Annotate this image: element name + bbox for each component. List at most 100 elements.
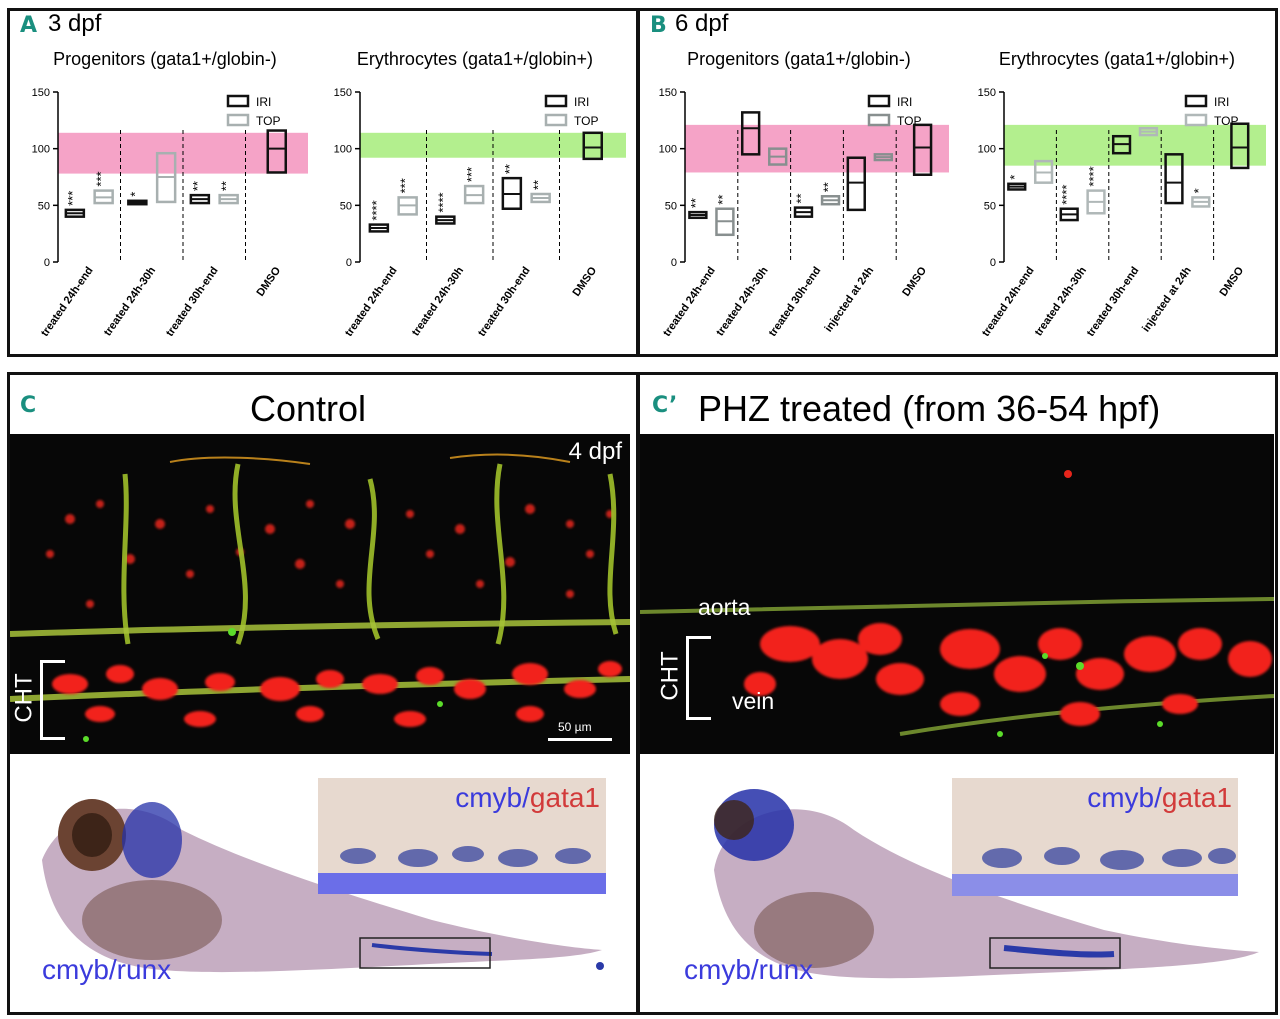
x-tick-label: treated 30h-end xyxy=(1085,265,1142,339)
x-tick-label: DMSO xyxy=(900,264,929,298)
legend-label: IRI xyxy=(1214,95,1229,109)
legend-label: TOP xyxy=(897,114,921,128)
y-tick-label: 50 xyxy=(665,200,677,212)
chart-title: Progenitors (gata1+/globin-) xyxy=(53,49,277,69)
timepoint-label: 4 dpf xyxy=(568,438,622,465)
box-mark xyxy=(846,156,866,212)
box-mark xyxy=(912,123,933,176)
panel-title-C2: PHZ treated (from 36-54 hpf) xyxy=(698,388,1161,429)
aorta-label: aorta xyxy=(698,594,751,620)
legend-swatch xyxy=(867,113,891,127)
significance-label: ** xyxy=(502,164,517,174)
legend-label: IRI xyxy=(256,95,271,109)
significance-label: *** xyxy=(398,178,413,193)
legend-swatch xyxy=(226,94,250,108)
legend-swatch xyxy=(1184,94,1208,108)
x-tick-label: treated 30h-end xyxy=(476,265,533,339)
y-tick-label: 150 xyxy=(32,87,50,99)
inset-drawing-D xyxy=(318,846,606,894)
inset-label-D2-cmyb: cmyb/ xyxy=(1087,782,1162,813)
legend-swatch xyxy=(867,94,891,108)
embryo-label-D: cmyb/runx xyxy=(42,954,172,985)
box-mark xyxy=(1086,189,1106,215)
y-tick-label: 0 xyxy=(671,257,677,269)
x-tick-label: injected at 24h xyxy=(823,265,877,335)
y-tick-label: 150 xyxy=(978,87,996,99)
box-mark xyxy=(740,111,761,156)
significance-label: ** xyxy=(715,195,730,205)
micrograph-control-image xyxy=(10,453,630,742)
inset-label-D-gata1: gata1 xyxy=(529,782,600,813)
chart-A-erythrocytes: Erythrocytes (gata1+/globin+) 0 50 100 150 **… xyxy=(334,49,626,339)
x-tick-label: DMSO xyxy=(254,264,283,298)
chart-B-progenitors: Progenitors (gata1+/globin-) 0 50 100 150 ** *… xyxy=(659,49,949,339)
x-tick-label: treated 30h-end xyxy=(767,265,824,339)
micrograph-phz-image xyxy=(640,470,1274,737)
x-tick-label: DMSO xyxy=(570,264,599,298)
legend-swatch xyxy=(544,94,568,108)
cht-label: CHT xyxy=(10,673,38,723)
significance-label: *** xyxy=(94,171,109,186)
box-mark xyxy=(582,131,603,161)
significance-label: **** xyxy=(1059,184,1074,204)
box-mark xyxy=(1033,159,1054,184)
legend-label: TOP xyxy=(1214,114,1238,128)
panel-B-frame xyxy=(637,8,1278,357)
x-tick-label: treated 24h-30h xyxy=(102,265,159,339)
significance-label: *** xyxy=(464,167,479,182)
legend-swatch xyxy=(544,113,568,127)
panel-C2-frame xyxy=(637,372,1278,1015)
x-tick-label: treated 30h-end xyxy=(164,265,221,339)
x-tick-label: treated 24h-end xyxy=(39,265,96,339)
chart-title: Erythrocytes (gata1+/globin+) xyxy=(357,49,593,69)
embryo-label-D2: cmyb/runx xyxy=(684,954,814,985)
cht-bracket xyxy=(686,636,711,720)
panel-letter-A: A xyxy=(20,13,38,38)
scale-bar-label: 50 µm xyxy=(558,720,592,734)
y-tick-label: 0 xyxy=(990,257,996,269)
y-tick-label: 0 xyxy=(44,257,50,269)
significance-label: * xyxy=(1007,175,1022,180)
inset-image-D2: cmyb/gata1 xyxy=(952,778,1238,896)
box-mark xyxy=(873,153,894,162)
panel-letter-B: B xyxy=(650,13,667,38)
x-tick-label: treated 24h-end xyxy=(343,265,400,339)
cht-label: CHT xyxy=(656,651,684,701)
significance-label: ** xyxy=(531,180,546,190)
chart-title: Erythrocytes (gata1+/globin+) xyxy=(999,49,1235,69)
significance-label: **** xyxy=(1086,166,1101,186)
significance-label: ** xyxy=(190,181,205,191)
legend-label: IRI xyxy=(897,95,912,109)
x-tick-label: treated 24h-end xyxy=(980,265,1037,339)
x-tick-label: injected at 24h xyxy=(1140,265,1194,335)
vein-label: vein xyxy=(732,688,775,714)
inset-label-D: cmyb/gata1 xyxy=(455,782,600,814)
box-mark xyxy=(1230,122,1250,170)
significance-label: * xyxy=(1191,188,1206,193)
chart-title: Progenitors (gata1+/globin-) xyxy=(687,49,911,69)
significance-label: ** xyxy=(793,193,808,203)
y-tick-label: 150 xyxy=(334,87,352,99)
y-tick-label: 100 xyxy=(659,144,677,156)
significance-label: *** xyxy=(65,191,80,206)
inset-image-D: cmyb/gata1 xyxy=(318,778,606,894)
significance-label: ** xyxy=(821,182,836,192)
legend-label: TOP xyxy=(256,114,280,128)
y-tick-label: 100 xyxy=(978,144,996,156)
y-tick-label: 50 xyxy=(38,200,50,212)
panel-title-C: Control xyxy=(250,388,367,429)
x-tick-label: DMSO xyxy=(1217,264,1246,298)
y-tick-label: 100 xyxy=(334,144,352,156)
significance-label: ** xyxy=(219,181,234,191)
box-mark xyxy=(1164,153,1184,205)
chart-B-erythrocytes: Erythrocytes (gata1+/globin+) 0 50 100 150 * t… xyxy=(978,49,1266,339)
legend-swatch xyxy=(1184,113,1208,127)
panel-title-A: 3 dpf xyxy=(48,10,102,37)
y-tick-label: 50 xyxy=(340,200,352,212)
box-mark xyxy=(266,129,287,174)
x-tick-label: treated 24h-end xyxy=(661,265,718,339)
significance-label: **** xyxy=(369,200,384,220)
significance-label: **** xyxy=(435,192,450,212)
inset-label-D2-gata1: gata1 xyxy=(1161,782,1232,813)
reference-band xyxy=(685,124,949,173)
